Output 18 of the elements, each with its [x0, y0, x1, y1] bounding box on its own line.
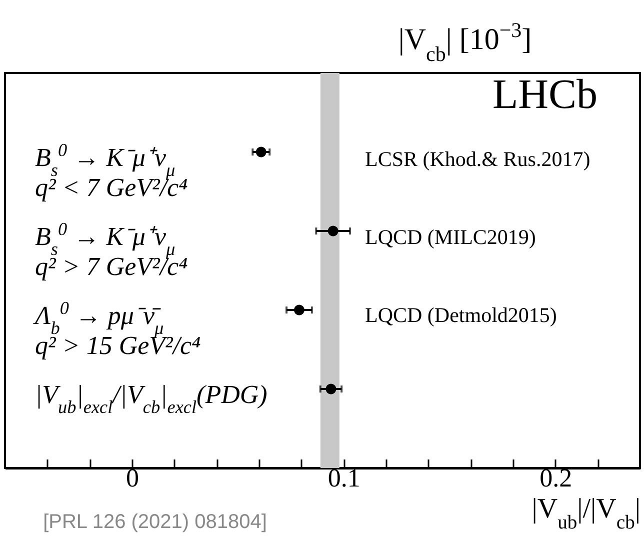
annotation: LQCD (Detmold2015) — [365, 303, 557, 327]
x-axis-title: |V$_{ub}$|/|V$_{cb}$| — [532, 494, 640, 533]
x-tick-label: 0.1 — [328, 464, 360, 492]
point — [328, 226, 338, 236]
point — [326, 384, 336, 394]
x-tick-label: 0 — [126, 464, 139, 492]
y-tick-label: B$_{s}$$^{0}$ → K⁻μ⁺ν$_{μ}$ q² > 7 GeV²/c⁴ — [35, 219, 188, 281]
text: [PRL 126 (2021) 081804] — [43, 511, 267, 533]
annotation: LCSR (Khod.& Rus.2017) — [365, 147, 590, 171]
y-tick-label: B$_{s}$$^{0}$ → K⁻μ⁺ν$_{μ}$ q² < 7 GeV²/c⁴ — [35, 140, 188, 202]
text: |V$_{cb}$| [10$^{−3}$] — [398, 18, 532, 66]
y-tick-label: Λ$_{b}$$^{0}$ → pμ⁻ν̄$_{μ}$ q² > 15 GeV²/c⁴ — [32, 298, 201, 360]
point — [256, 146, 266, 158]
category-label: |V$_{ub}$|$_{excl}$/|V$_{cb}$|$_{excl}$(PDG) — [35, 380, 268, 417]
point — [294, 304, 304, 316]
annotation: LHCb — [492, 72, 598, 118]
annotation: LQCD (MILC2019) — [365, 225, 536, 249]
x-tick-label: 0.2 — [540, 464, 572, 492]
